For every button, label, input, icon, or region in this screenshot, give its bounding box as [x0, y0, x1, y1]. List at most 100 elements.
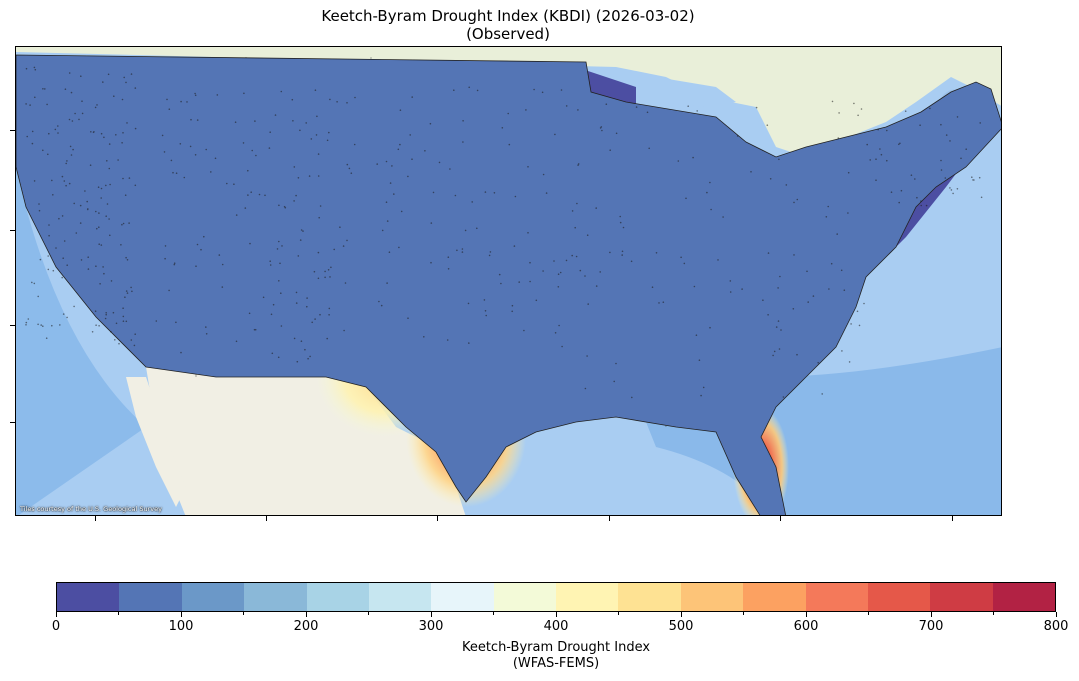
station-marker — [89, 164, 92, 166]
station-marker — [38, 209, 41, 212]
station-marker — [329, 276, 331, 278]
station-marker — [233, 183, 235, 185]
station-marker — [98, 325, 100, 327]
station-marker — [386, 282, 388, 284]
station-marker — [423, 336, 425, 338]
station-marker — [860, 108, 863, 110]
station-marker — [72, 148, 74, 151]
station-marker — [706, 191, 708, 194]
station-marker — [529, 261, 531, 264]
x-tick — [95, 516, 96, 521]
station-marker — [221, 263, 224, 266]
station-marker — [293, 166, 296, 168]
colorbar-bin — [618, 583, 681, 611]
station-marker — [216, 94, 219, 96]
station-marker — [685, 197, 687, 200]
station-marker — [755, 106, 758, 109]
station-marker — [950, 189, 953, 191]
station-marker — [269, 131, 271, 133]
station-marker — [965, 148, 967, 150]
station-marker — [662, 301, 665, 303]
station-marker — [828, 288, 830, 290]
station-marker — [280, 292, 282, 294]
station-marker — [105, 215, 107, 217]
station-marker — [62, 313, 65, 315]
station-marker — [398, 246, 400, 249]
station-marker — [456, 249, 458, 252]
station-marker — [407, 317, 409, 320]
station-marker — [919, 124, 921, 126]
station-marker — [122, 307, 124, 310]
station-marker — [109, 183, 111, 186]
station-marker — [920, 204, 922, 207]
station-marker — [651, 286, 654, 288]
station-marker — [57, 125, 59, 127]
station-marker — [856, 310, 859, 313]
station-marker — [750, 171, 752, 173]
station-marker — [778, 158, 780, 161]
station-marker — [389, 182, 392, 184]
y-tick — [10, 130, 15, 131]
station-marker — [48, 224, 50, 226]
station-marker — [698, 359, 701, 362]
mexico-land — [146, 367, 466, 515]
station-marker — [314, 318, 316, 320]
station-marker — [102, 266, 104, 268]
kbdi-map — [16, 47, 1001, 515]
station-marker — [554, 133, 556, 136]
station-marker — [468, 342, 470, 344]
station-marker — [683, 262, 686, 265]
station-marker — [81, 100, 83, 102]
station-marker — [280, 90, 283, 93]
station-marker — [830, 262, 833, 265]
station-marker — [73, 202, 75, 205]
station-marker — [66, 264, 68, 266]
station-marker — [446, 339, 449, 341]
station-marker — [980, 196, 983, 199]
station-marker — [529, 280, 531, 283]
station-marker — [328, 131, 330, 134]
station-marker — [37, 295, 39, 298]
station-marker — [328, 314, 330, 316]
station-marker — [575, 255, 578, 258]
station-marker — [385, 160, 388, 163]
station-marker — [173, 263, 176, 266]
station-marker — [595, 207, 597, 209]
x-tick — [437, 516, 438, 521]
station-marker — [655, 252, 658, 254]
station-marker — [51, 324, 53, 327]
station-marker — [78, 118, 80, 121]
station-marker — [767, 314, 769, 316]
station-marker — [235, 340, 238, 343]
station-marker — [680, 256, 682, 259]
station-marker — [87, 268, 90, 270]
pacific-shade — [16, 167, 146, 515]
station-marker — [429, 122, 432, 125]
station-marker — [400, 210, 403, 213]
station-marker — [348, 167, 351, 170]
station-marker — [886, 159, 888, 162]
station-marker — [91, 331, 94, 333]
station-marker — [910, 174, 913, 176]
station-marker — [124, 296, 126, 298]
station-marker — [68, 182, 71, 185]
colorbar-bin — [930, 583, 993, 611]
station-marker — [600, 126, 603, 128]
station-marker — [105, 312, 107, 314]
station-marker — [166, 98, 168, 101]
station-marker — [269, 260, 271, 262]
station-marker — [411, 158, 413, 160]
station-marker — [775, 326, 778, 328]
station-marker — [879, 148, 881, 150]
station-marker — [837, 137, 840, 139]
station-marker — [69, 145, 72, 148]
station-marker — [300, 229, 303, 231]
map-panel[interactable]: Tiles courtesy of the U.S. Geological Su… — [15, 46, 1002, 516]
station-marker — [388, 251, 391, 253]
station-marker — [297, 177, 300, 179]
canada-land — [16, 47, 1001, 157]
x-tick — [780, 516, 781, 521]
station-marker — [557, 273, 560, 275]
station-marker — [940, 159, 942, 162]
station-marker — [63, 240, 66, 242]
